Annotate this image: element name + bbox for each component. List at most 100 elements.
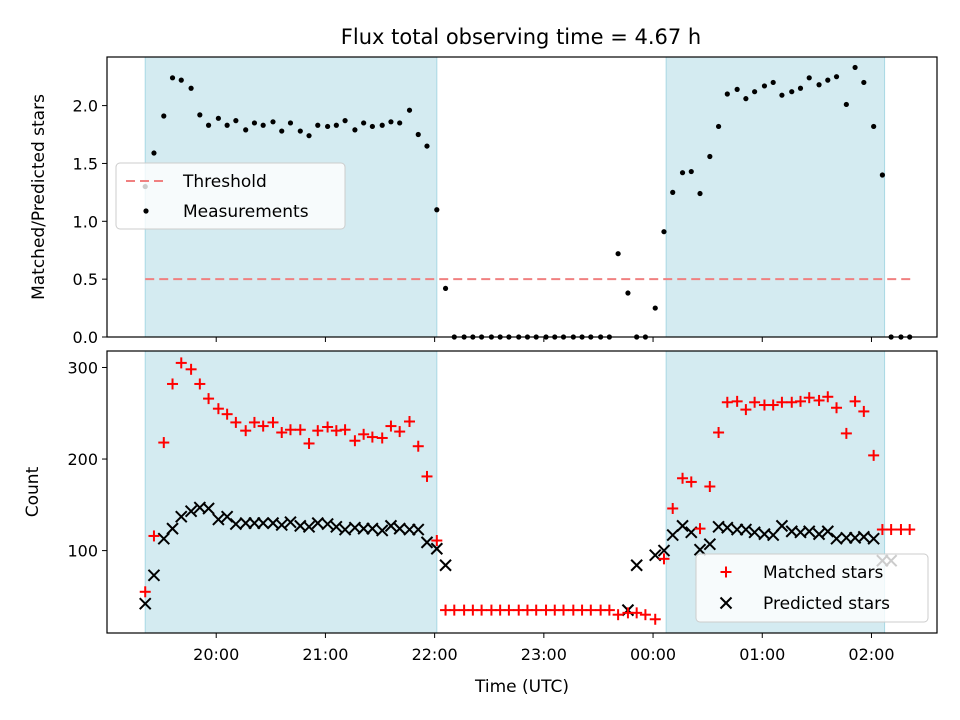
measurement-point (233, 118, 239, 124)
predicted-star-point (147, 569, 161, 582)
measurement-point (306, 133, 312, 139)
cross-b (166, 522, 179, 535)
cross-b (256, 516, 270, 530)
matched-star-point (248, 416, 260, 428)
cross-b (703, 537, 717, 551)
top-x-ticks (215, 337, 872, 342)
matched-star-point (158, 437, 170, 449)
bottom-y-ticks: 100 200 300 (67, 358, 107, 561)
measurement-point (843, 101, 849, 108)
cross-b (666, 528, 679, 542)
top-legend-box (115, 162, 346, 230)
predicted-star-point (867, 532, 880, 545)
cross-b (220, 510, 234, 523)
measurement-point (205, 122, 212, 128)
matched-star-point (694, 523, 706, 535)
cross-b (330, 520, 343, 533)
measurement-point (224, 122, 230, 128)
measurement-point (724, 91, 730, 97)
predicted-star-point (666, 528, 679, 542)
measurement-point (369, 123, 375, 130)
shaded-span-2 (665, 56, 886, 338)
matched-star-point (139, 586, 151, 598)
matched-star-point (685, 476, 697, 488)
matched-star-point (312, 425, 324, 437)
predicted-star-point (157, 532, 170, 545)
predicted-star-point (139, 597, 152, 610)
predicted-star-point (412, 523, 425, 536)
matched-star-point (831, 402, 843, 414)
matched-star-point (276, 426, 288, 438)
cross-b (775, 519, 789, 533)
matched-star-point (431, 535, 443, 547)
cross-b (157, 532, 170, 545)
y-tick-label: 2.0 (73, 97, 98, 116)
predicted-star-point (275, 518, 288, 532)
matched-star-point (731, 395, 743, 407)
legend-measurement-swatch (143, 208, 149, 214)
measurement-point (770, 79, 776, 86)
measurement-point (379, 122, 385, 128)
matched-star-point (404, 416, 416, 427)
measurement-point (861, 79, 867, 86)
measurement-point (406, 107, 413, 113)
measurement-point (215, 115, 221, 121)
x-tick-label: 20:00 (193, 645, 239, 664)
cross-b (147, 569, 161, 582)
legend-threshold-label: Threshold (182, 172, 267, 192)
measurement-point (652, 305, 658, 311)
measurement-point (188, 85, 194, 91)
predicted-star-point (630, 559, 643, 572)
cross-b (657, 544, 671, 557)
cross-b (311, 516, 324, 530)
matched-star-point (721, 396, 733, 408)
cross-b (630, 559, 643, 572)
y-tick-label: 1.0 (73, 212, 98, 231)
cross-b (366, 522, 379, 535)
y-tick-label: 300 (67, 358, 98, 377)
cross-b (649, 548, 662, 562)
measurement-point (797, 85, 804, 91)
measurement-point (734, 86, 740, 92)
matched-star-point (658, 553, 670, 565)
x-tick-label: 23:00 (521, 645, 567, 664)
measurement-point (789, 89, 795, 95)
matched-star-point (822, 391, 834, 403)
cross-b (393, 522, 406, 535)
legend-matched-label: Matched stars (763, 563, 883, 583)
matched-star-point (803, 392, 815, 404)
measurement-point (833, 74, 840, 80)
x-tick-label: 21:00 (302, 645, 348, 664)
measurement-point (297, 128, 303, 134)
measurement-point (260, 122, 266, 128)
measurement-point (661, 229, 667, 235)
y-tick-label: 100 (67, 542, 98, 561)
matched-star-point (366, 431, 378, 443)
top-axes-frame (106, 56, 938, 338)
bottom-legend: Matched stars Predicted stars (695, 553, 929, 623)
y-tick-label: 1.5 (73, 154, 98, 173)
matched-star-point (585, 604, 597, 616)
legend-measurement-label: Measurements (183, 202, 309, 222)
predicted-star-point (393, 522, 406, 535)
matched-star-point (677, 472, 689, 484)
predicted-star-point (703, 537, 717, 551)
cross-b (719, 596, 733, 610)
matched-star-point (813, 394, 825, 406)
measurement-point (697, 190, 703, 197)
matched-star-point (704, 481, 716, 493)
cross-b (812, 527, 826, 541)
matched-star-point (749, 396, 761, 408)
measurement-point (825, 77, 831, 83)
cross-b (202, 502, 215, 515)
bottom-legend-box (695, 553, 929, 623)
cross-b (338, 523, 352, 536)
measurement-point (816, 82, 822, 88)
matched-star-point (476, 604, 488, 616)
cross-b (420, 536, 434, 549)
matched-star-point (212, 403, 224, 415)
cross-b (803, 525, 816, 538)
measurement-point (670, 189, 676, 195)
matched-star-point (740, 404, 752, 416)
